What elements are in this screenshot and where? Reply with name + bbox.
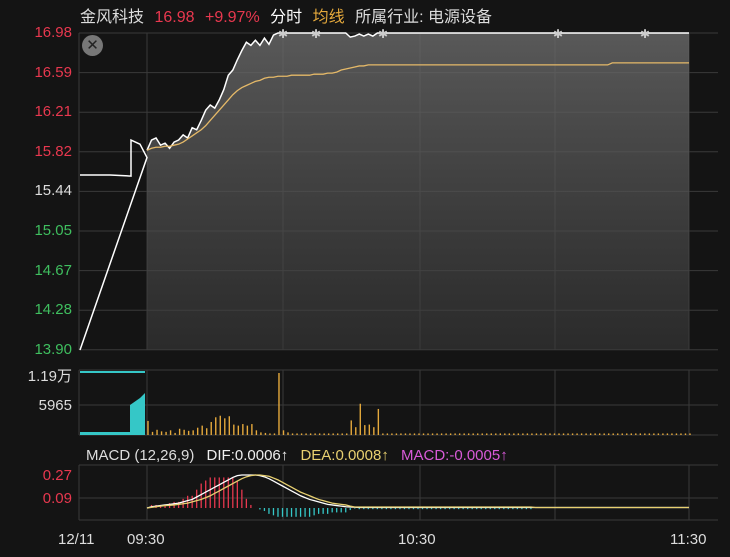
price-area-fill xyxy=(147,33,689,350)
stock-name: 金风科技 xyxy=(80,9,145,26)
macd-dea: DEA:0.0008↑ xyxy=(300,447,389,464)
price-axis-label: 13.90 xyxy=(34,340,72,358)
stock-header: 金风科技 16.98 +9.97% 分时 均线 所属行业: 电源设备 xyxy=(80,3,498,27)
stock-change: +9.97% xyxy=(204,9,260,26)
price-axis-label: 16.21 xyxy=(34,103,72,121)
event-marker-icon: ✱ xyxy=(278,27,288,41)
macd-header: MACD (12,26,9) DIF:0.0006↑ DEA:0.0008↑ M… xyxy=(86,447,516,464)
macd-value: MACD:-0.0005↑ xyxy=(401,447,508,464)
mode-tab-timeshare[interactable]: 分时 xyxy=(270,9,303,26)
close-icon[interactable]: ✕ xyxy=(82,35,103,56)
event-marker-icon: ✱ xyxy=(640,27,650,41)
macd-title: MACD (12,26,9) xyxy=(86,447,195,464)
price-axis-label: 16.59 xyxy=(34,63,72,81)
event-marker-icon: ✱ xyxy=(378,27,388,41)
time-1130: 11:30 xyxy=(670,531,707,548)
price-axis-label: 15.82 xyxy=(34,142,72,160)
avg-line-toggle[interactable]: 均线 xyxy=(312,9,345,26)
average-price-line xyxy=(146,62,689,151)
price-axis-label: 15.44 xyxy=(34,182,72,200)
pre-market-volume xyxy=(80,432,130,435)
dea-line xyxy=(146,474,689,509)
price-line xyxy=(146,32,689,151)
pre-market-volume-bar xyxy=(130,393,145,435)
price-axis-label: 16.98 xyxy=(34,24,72,41)
macd-axis-max: 0.27 xyxy=(42,467,72,484)
event-marker-icon: ✱ xyxy=(553,27,563,41)
macd-dif: DIF:0.0006↑ xyxy=(206,447,289,464)
macd-axis-mid: 0.09 xyxy=(42,490,72,507)
price-axis-label: 14.67 xyxy=(34,261,72,279)
time-0930: 09:30 xyxy=(127,531,165,548)
industry-link[interactable]: 所属行业: 电源设备 xyxy=(355,9,492,26)
price-axis-label: 14.28 xyxy=(34,301,72,319)
price-axis-label: 15.05 xyxy=(34,222,72,239)
time-1030: 10:30 xyxy=(398,531,436,548)
time-date: 12/11 xyxy=(58,531,95,548)
stock-price: 16.98 xyxy=(154,9,195,26)
volume-axis-mid: 5965 xyxy=(38,397,72,414)
event-marker-icon: ✱ xyxy=(311,27,321,41)
pre-market-price-line xyxy=(79,138,148,351)
volume-axis-max: 1.19万 xyxy=(27,368,72,385)
